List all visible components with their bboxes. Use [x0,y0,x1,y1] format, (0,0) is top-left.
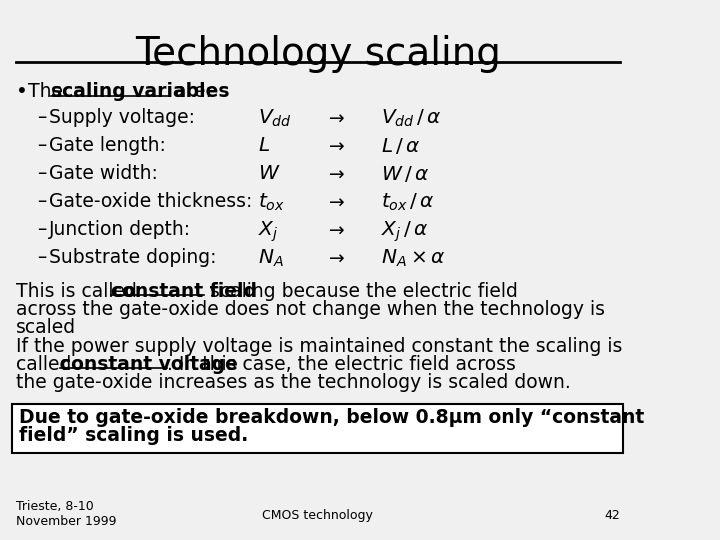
Text: –: – [37,248,46,267]
Text: $N_A$: $N_A$ [258,248,284,269]
Text: $t_{ox}$: $t_{ox}$ [258,192,285,213]
Text: $t_{ox}\,/\,\alpha$: $t_{ox}\,/\,\alpha$ [382,192,435,213]
Text: •: • [16,82,28,101]
Text: . In this case, the electric field across: . In this case, the electric field acros… [167,355,516,374]
Text: Technology scaling: Technology scaling [135,35,501,73]
Text: are:: are: [168,82,212,101]
Text: field” scaling is used.: field” scaling is used. [19,426,248,445]
Text: Gate-oxide thickness:: Gate-oxide thickness: [48,192,252,211]
Text: the gate-oxide increases as the technology is scaled down.: the gate-oxide increases as the technolo… [16,373,571,392]
Text: Junction depth:: Junction depth: [48,220,191,239]
Text: $\rightarrow$: $\rightarrow$ [325,136,346,155]
Text: –: – [37,108,46,127]
Text: called: called [16,355,77,374]
Text: scaling variables: scaling variables [51,82,230,101]
Text: This is called: This is called [16,282,143,301]
Text: $\rightarrow$: $\rightarrow$ [325,192,346,211]
Text: $\rightarrow$: $\rightarrow$ [325,220,346,239]
Text: $L$: $L$ [258,136,270,155]
Text: The: The [28,82,69,101]
FancyBboxPatch shape [12,404,624,453]
Text: 42: 42 [604,509,620,522]
Text: $\rightarrow$: $\rightarrow$ [325,248,346,267]
Text: $V_{dd}$: $V_{dd}$ [258,108,292,129]
Text: $W\,/\,\alpha$: $W\,/\,\alpha$ [382,164,430,184]
Text: constant voltage: constant voltage [60,355,238,374]
Text: Supply voltage:: Supply voltage: [48,108,194,127]
Text: –: – [37,136,46,155]
Text: across the gate-oxide does not change when the technology is: across the gate-oxide does not change wh… [16,300,605,319]
Text: Gate width:: Gate width: [48,164,158,183]
Text: –: – [37,192,46,211]
Text: Substrate doping:: Substrate doping: [48,248,216,267]
Text: If the power supply voltage is maintained constant the scaling is: If the power supply voltage is maintaine… [16,337,622,356]
Text: $\rightarrow$: $\rightarrow$ [325,108,346,127]
Text: $W$: $W$ [258,164,280,183]
Text: Trieste, 8-10
November 1999: Trieste, 8-10 November 1999 [16,500,117,528]
Text: $X_j$: $X_j$ [258,220,279,245]
Text: $N_A \times \alpha$: $N_A \times \alpha$ [382,248,446,269]
Text: scaled: scaled [16,318,76,337]
Text: $L\,/\,\alpha$: $L\,/\,\alpha$ [382,136,421,156]
Text: CMOS technology: CMOS technology [262,509,373,522]
Text: Gate length:: Gate length: [48,136,166,155]
Text: $\rightarrow$: $\rightarrow$ [325,164,346,183]
Text: –: – [37,164,46,183]
Text: $V_{dd}\,/\,\alpha$: $V_{dd}\,/\,\alpha$ [382,108,442,129]
Text: $X_j\,/\,\alpha$: $X_j\,/\,\alpha$ [382,220,429,245]
Text: constant field: constant field [111,282,256,301]
Text: Due to gate-oxide breakdown, below 0.8μm only “constant: Due to gate-oxide breakdown, below 0.8μm… [19,408,644,427]
Text: –: – [37,220,46,239]
Text: scaling because the electric field: scaling because the electric field [204,282,518,301]
